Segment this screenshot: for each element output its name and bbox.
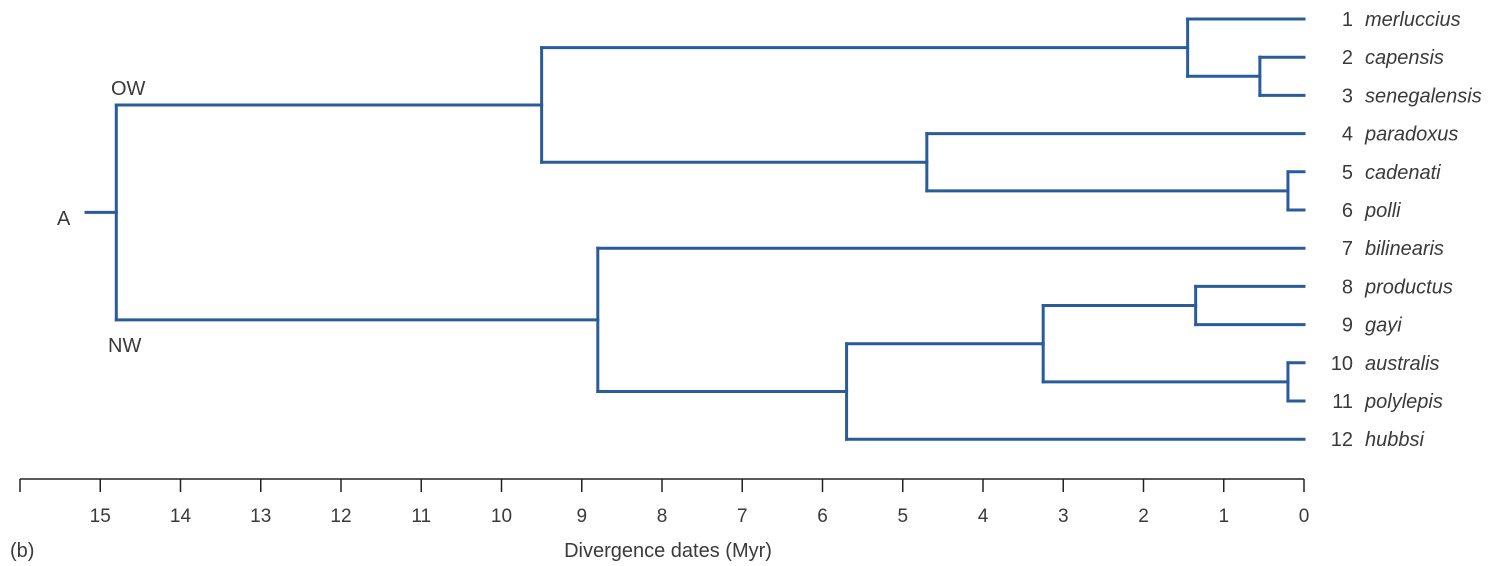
leaf-number: 6 [1342,200,1353,222]
axis-tick-label: 10 [491,506,512,527]
leaf-number: 12 [1331,429,1353,451]
axis-tick-label: 4 [978,506,989,527]
leaf-number: 5 [1342,162,1353,184]
leaf-number: 8 [1342,276,1353,298]
leaf-species-name: gayi [1365,315,1402,337]
leaf-species-name: hubbsi [1365,429,1424,451]
leaf-number: 7 [1342,238,1353,260]
leaf-species-name: bilinearis [1365,238,1444,260]
axis-title: Divergence dates (Myr) [564,540,772,562]
leaf-labels: 1 merluccius 2 capensis 3 senegalensis 4 parado… [1331,9,1482,451]
axis-tick-label: 11 [411,506,431,527]
tree-branches [84,17,1306,441]
leaf-species-name: merluccius [1365,9,1461,31]
leaf-species-name: capensis [1365,47,1444,69]
panel-label: (b) [10,540,34,562]
leaf-species-name: cadenati [1365,162,1441,184]
leaf-species-name: paradoxus [1364,124,1458,146]
axis-tick-label: 7 [737,506,748,527]
axis-tick-label: 8 [657,506,668,527]
root-label: A [57,208,71,230]
clade-label-ow: OW [111,78,146,100]
axis-tick-label: 13 [250,506,271,527]
leaf-number: 1 [1342,9,1353,31]
time-axis: 15 14 13 12 11 10 9 8 7 6 5 4 3 2 1 0 [19,478,1310,527]
axis-tick-label: 9 [576,506,587,527]
leaf-number: 2 [1342,47,1353,69]
leaf-species-name: polylepis [1364,391,1443,413]
axis-tick-label: 0 [1299,506,1310,527]
axis-tick-label: 6 [817,506,828,527]
leaf-number: 11 [1332,391,1353,413]
leaf-species-name: australis [1365,353,1439,375]
axis-tick-label: 15 [90,506,111,527]
axis-tick-label: 1 [1218,506,1229,527]
leaf-species-name: polli [1364,200,1401,222]
axis-tick-label: 3 [1058,506,1069,527]
axis-tick-label: 2 [1138,506,1149,527]
leaf-number: 10 [1331,353,1353,375]
leaf-species-name: productus [1364,276,1453,298]
leaf-number: 9 [1342,315,1353,337]
axis-tick-label: 12 [330,506,351,527]
leaf-species-name: senegalensis [1365,85,1482,107]
leaf-number: 4 [1342,124,1353,146]
axis-tick-label: 5 [897,506,908,527]
leaf-number: 3 [1342,85,1353,107]
clade-label-nw: NW [108,335,141,357]
axis-tick-label: 14 [170,506,192,527]
